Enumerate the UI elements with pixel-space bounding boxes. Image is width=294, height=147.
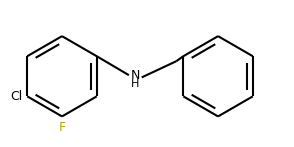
- Text: Cl: Cl: [11, 90, 23, 103]
- Text: H: H: [131, 79, 139, 89]
- Text: N: N: [130, 69, 140, 82]
- Text: F: F: [59, 121, 66, 134]
